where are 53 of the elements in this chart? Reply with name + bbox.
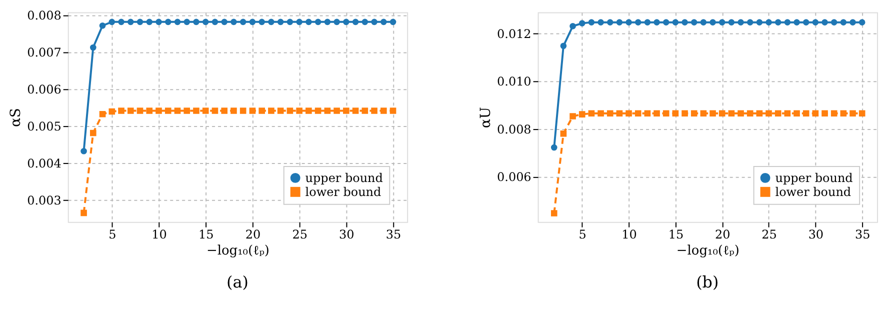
text: (a) (226, 272, 248, 292)
point (766, 110, 772, 117)
point (746, 110, 754, 117)
point (343, 108, 350, 114)
point (626, 110, 632, 117)
x-tick-label: 15 (198, 227, 214, 242)
x-axis-title: −log₁₀(ℓₚ) (206, 243, 270, 258)
y-tick-label: 0.004 (27, 156, 62, 170)
point (858, 110, 866, 117)
x-tick-label: 30 (339, 227, 354, 242)
y-tick-label: 0.007 (27, 45, 62, 60)
x-tick-label: 15 (668, 227, 684, 242)
point (578, 111, 586, 118)
x-tick-label: 25 (292, 227, 308, 242)
point (156, 108, 162, 114)
y-tick-label: 0.008 (497, 122, 532, 136)
y-tick-label: 0.008 (27, 8, 62, 22)
point (164, 108, 172, 114)
point (774, 110, 782, 117)
y-tick-label: 0.006 (497, 170, 532, 184)
point (184, 108, 190, 114)
x-tick-label: 5 (578, 227, 586, 242)
x-tick-label: 5 (108, 227, 116, 242)
legend-label: lower bound (775, 184, 852, 199)
point (306, 108, 312, 114)
x-axis-title: −log₁₀(ℓₚ) (676, 243, 740, 258)
x-tick-label: 10 (152, 227, 167, 242)
y-tick-label: 0.005 (27, 119, 62, 134)
y-tick-label: 0.012 (497, 27, 532, 42)
point (550, 210, 558, 216)
point (296, 108, 302, 114)
y-tick-label: 0.010 (497, 74, 532, 89)
point (193, 108, 200, 114)
x-tick-label: 35 (854, 227, 870, 242)
y-tick-label: 0.006 (27, 82, 62, 96)
legend-label: upper bound (305, 170, 384, 185)
legend-label: upper bound (775, 170, 854, 185)
x-tick-label: 10 (622, 227, 637, 242)
x-tick-label: 20 (245, 227, 261, 242)
point (598, 110, 604, 117)
x-tick-label: 20 (714, 227, 730, 242)
point (606, 110, 614, 117)
y-axis-title: αU (478, 106, 494, 128)
point (146, 108, 153, 114)
point (738, 110, 744, 117)
x-tick-label: 35 (386, 227, 402, 242)
x-tick-label: 25 (762, 227, 777, 242)
point (334, 108, 340, 114)
y-tick-label: 0.003 (27, 193, 62, 208)
legend-label: lower bound (305, 184, 382, 199)
x-tick-label: 30 (808, 227, 824, 242)
text: (b) (696, 272, 719, 292)
y-axis-title: αS (8, 108, 24, 128)
